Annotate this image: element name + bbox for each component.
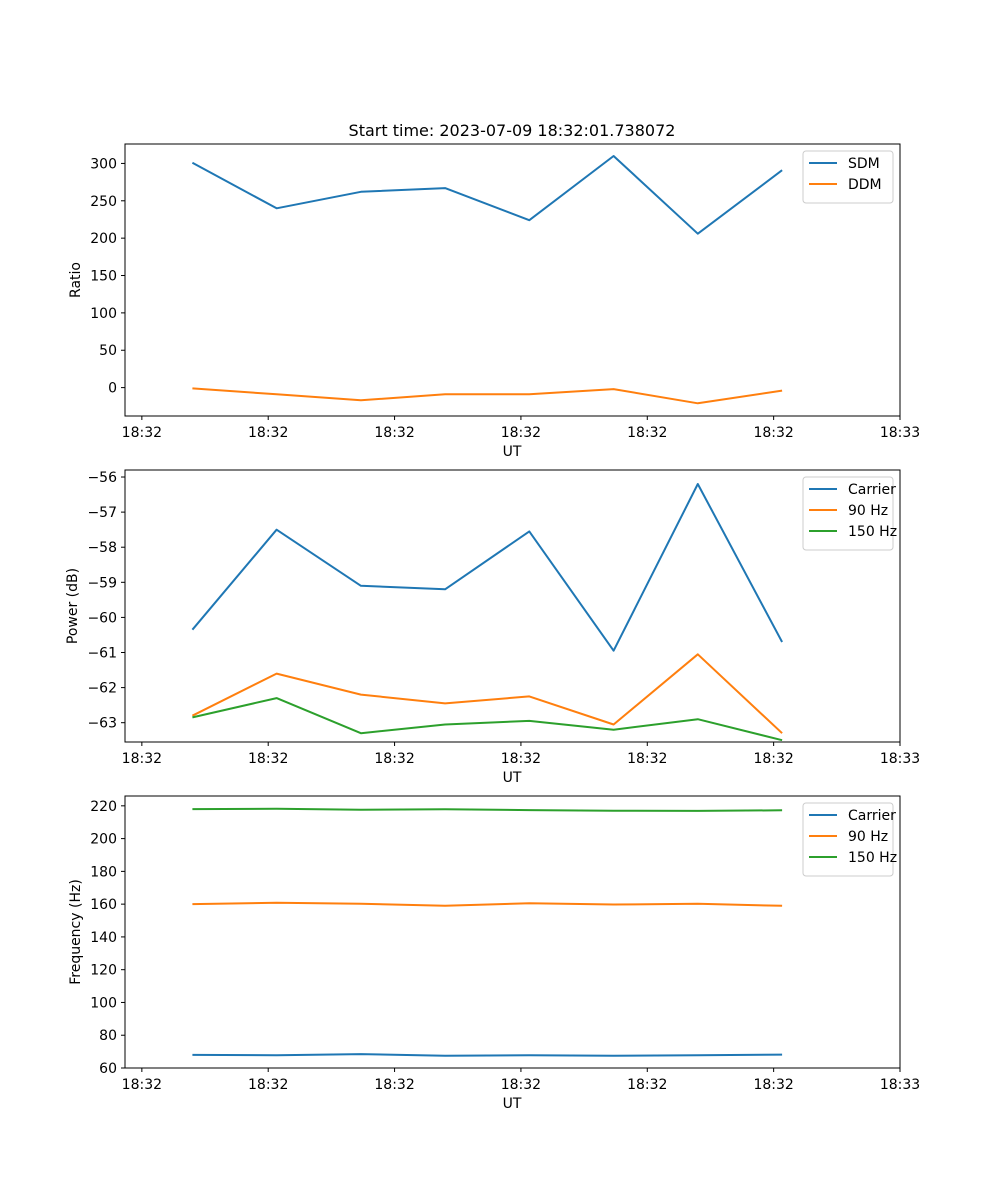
y-tick-label: −59 [87, 575, 117, 591]
y-tick-label: −62 [87, 681, 117, 697]
plot-area-frame [124, 469, 901, 743]
x-tick-label: 18:32 [501, 751, 541, 767]
series-line-sdm [191, 155, 783, 235]
series-line-90-hz [191, 653, 783, 734]
y-tick-label: −56 [87, 470, 117, 486]
y-tick-label: 200 [90, 832, 117, 848]
x-tick-labels: 18:32 18:32 18:32 18:32 18:32 18:32 18:3… [122, 425, 921, 441]
x-tick-label: 18:32 [501, 425, 541, 441]
x-tick-label: 18:32 [753, 1077, 793, 1093]
y-axis-label: Ratio [68, 262, 84, 298]
x-tick-label: 18:32 [248, 425, 288, 441]
y-tick-label: 200 [90, 231, 117, 247]
y-tick-label: 60 [99, 1061, 117, 1077]
legend-label: 90 Hz [848, 829, 888, 845]
y-tick-label: 220 [90, 799, 117, 815]
y-tick-label: 180 [90, 864, 117, 880]
x-tick-label: 18:32 [753, 425, 793, 441]
series-line-carrier [192, 1053, 783, 1057]
x-tick-labels: 18:32 18:32 18:32 18:32 18:32 18:32 18:3… [122, 1077, 921, 1093]
y-tick-labels: −63 −62 −61 −60 −59 −58 −57 −56 [87, 470, 117, 732]
x-axis-label: UT [503, 770, 522, 786]
x-tick-label: 18:32 [627, 1077, 667, 1093]
y-tick-label: 100 [90, 995, 117, 1011]
y-tick-label: 140 [90, 930, 117, 946]
y-tick-label: 80 [99, 1028, 117, 1044]
y-tick-label: 160 [90, 897, 117, 913]
x-tick-label: 18:32 [248, 1077, 288, 1093]
legend-label: 150 Hz [848, 850, 897, 866]
x-axis-label: UT [503, 444, 522, 460]
subplot-frequency: Frequency (Hz) UT 60 80 100 120 140 160 … [68, 795, 921, 1112]
legend: SDM DDM [802, 150, 894, 204]
subplot-ratio: Start time: 2023-07-09 18:32:01.738072 R… [68, 121, 920, 460]
y-axis-label: Frequency (Hz) [68, 879, 84, 985]
legend: Carrier 90 Hz 150 Hz [802, 476, 897, 551]
x-tick-label: 18:32 [627, 425, 667, 441]
series-line-ddm [192, 387, 783, 405]
y-tick-labels: 60 80 100 120 140 160 180 200 220 [90, 799, 117, 1077]
y-tick-label: 50 [99, 343, 117, 359]
y-tick-label: 250 [90, 194, 117, 210]
y-tick-label: −61 [87, 646, 117, 662]
legend-label: DDM [848, 177, 882, 193]
y-tick-labels: 0 50 100 150 200 250 300 [90, 156, 117, 396]
y-tick-label: 120 [90, 963, 117, 979]
y-tick-label: 300 [90, 156, 117, 172]
x-tick-labels: 18:32 18:32 18:32 18:32 18:32 18:32 18:3… [122, 751, 921, 767]
legend-label: Carrier [848, 482, 896, 498]
series-line-carrier [191, 483, 783, 652]
series-line-90-hz [192, 901, 783, 907]
legend: Carrier 90 Hz 150 Hz [802, 802, 897, 877]
x-tick-label: 18:32 [122, 425, 162, 441]
y-tick-label: 0 [108, 381, 117, 397]
x-tick-label: 18:33 [880, 1077, 920, 1093]
y-tick-label: −63 [87, 716, 117, 732]
x-tick-label: 18:32 [374, 425, 414, 441]
y-axis-label: Power (dB) [65, 568, 81, 644]
series-line-150-hz [192, 697, 783, 742]
subplot-power: Power (dB) UT −63 −62 −61 −60 −59 −58 −5… [65, 469, 921, 786]
y-tick-label: 100 [90, 306, 117, 322]
plot-area-frame [124, 795, 901, 1069]
x-tick-label: 18:32 [753, 751, 793, 767]
legend-label: 150 Hz [848, 524, 897, 540]
x-tick-label: 18:32 [122, 751, 162, 767]
x-tick-label: 18:33 [880, 425, 920, 441]
x-tick-label: 18:32 [501, 1077, 541, 1093]
x-tick-label: 18:32 [248, 751, 288, 767]
series-line-150-hz [192, 807, 783, 812]
chart-title: Start time: 2023-07-09 18:32:01.738072 [349, 121, 676, 140]
y-tick-label: −60 [87, 610, 117, 626]
plot-area-frame [124, 143, 901, 417]
legend-label: Carrier [848, 808, 896, 824]
x-tick-label: 18:32 [374, 1077, 414, 1093]
y-tick-label: 150 [90, 269, 117, 285]
x-tick-label: 18:33 [880, 751, 920, 767]
legend-label: SDM [848, 156, 880, 172]
x-tick-label: 18:32 [627, 751, 667, 767]
x-axis-label: UT [503, 1096, 522, 1112]
legend-label: 90 Hz [848, 503, 888, 519]
x-tick-label: 18:32 [122, 1077, 162, 1093]
y-tick-label: −57 [87, 505, 117, 521]
y-tick-label: −58 [87, 540, 117, 556]
x-tick-label: 18:32 [374, 751, 414, 767]
